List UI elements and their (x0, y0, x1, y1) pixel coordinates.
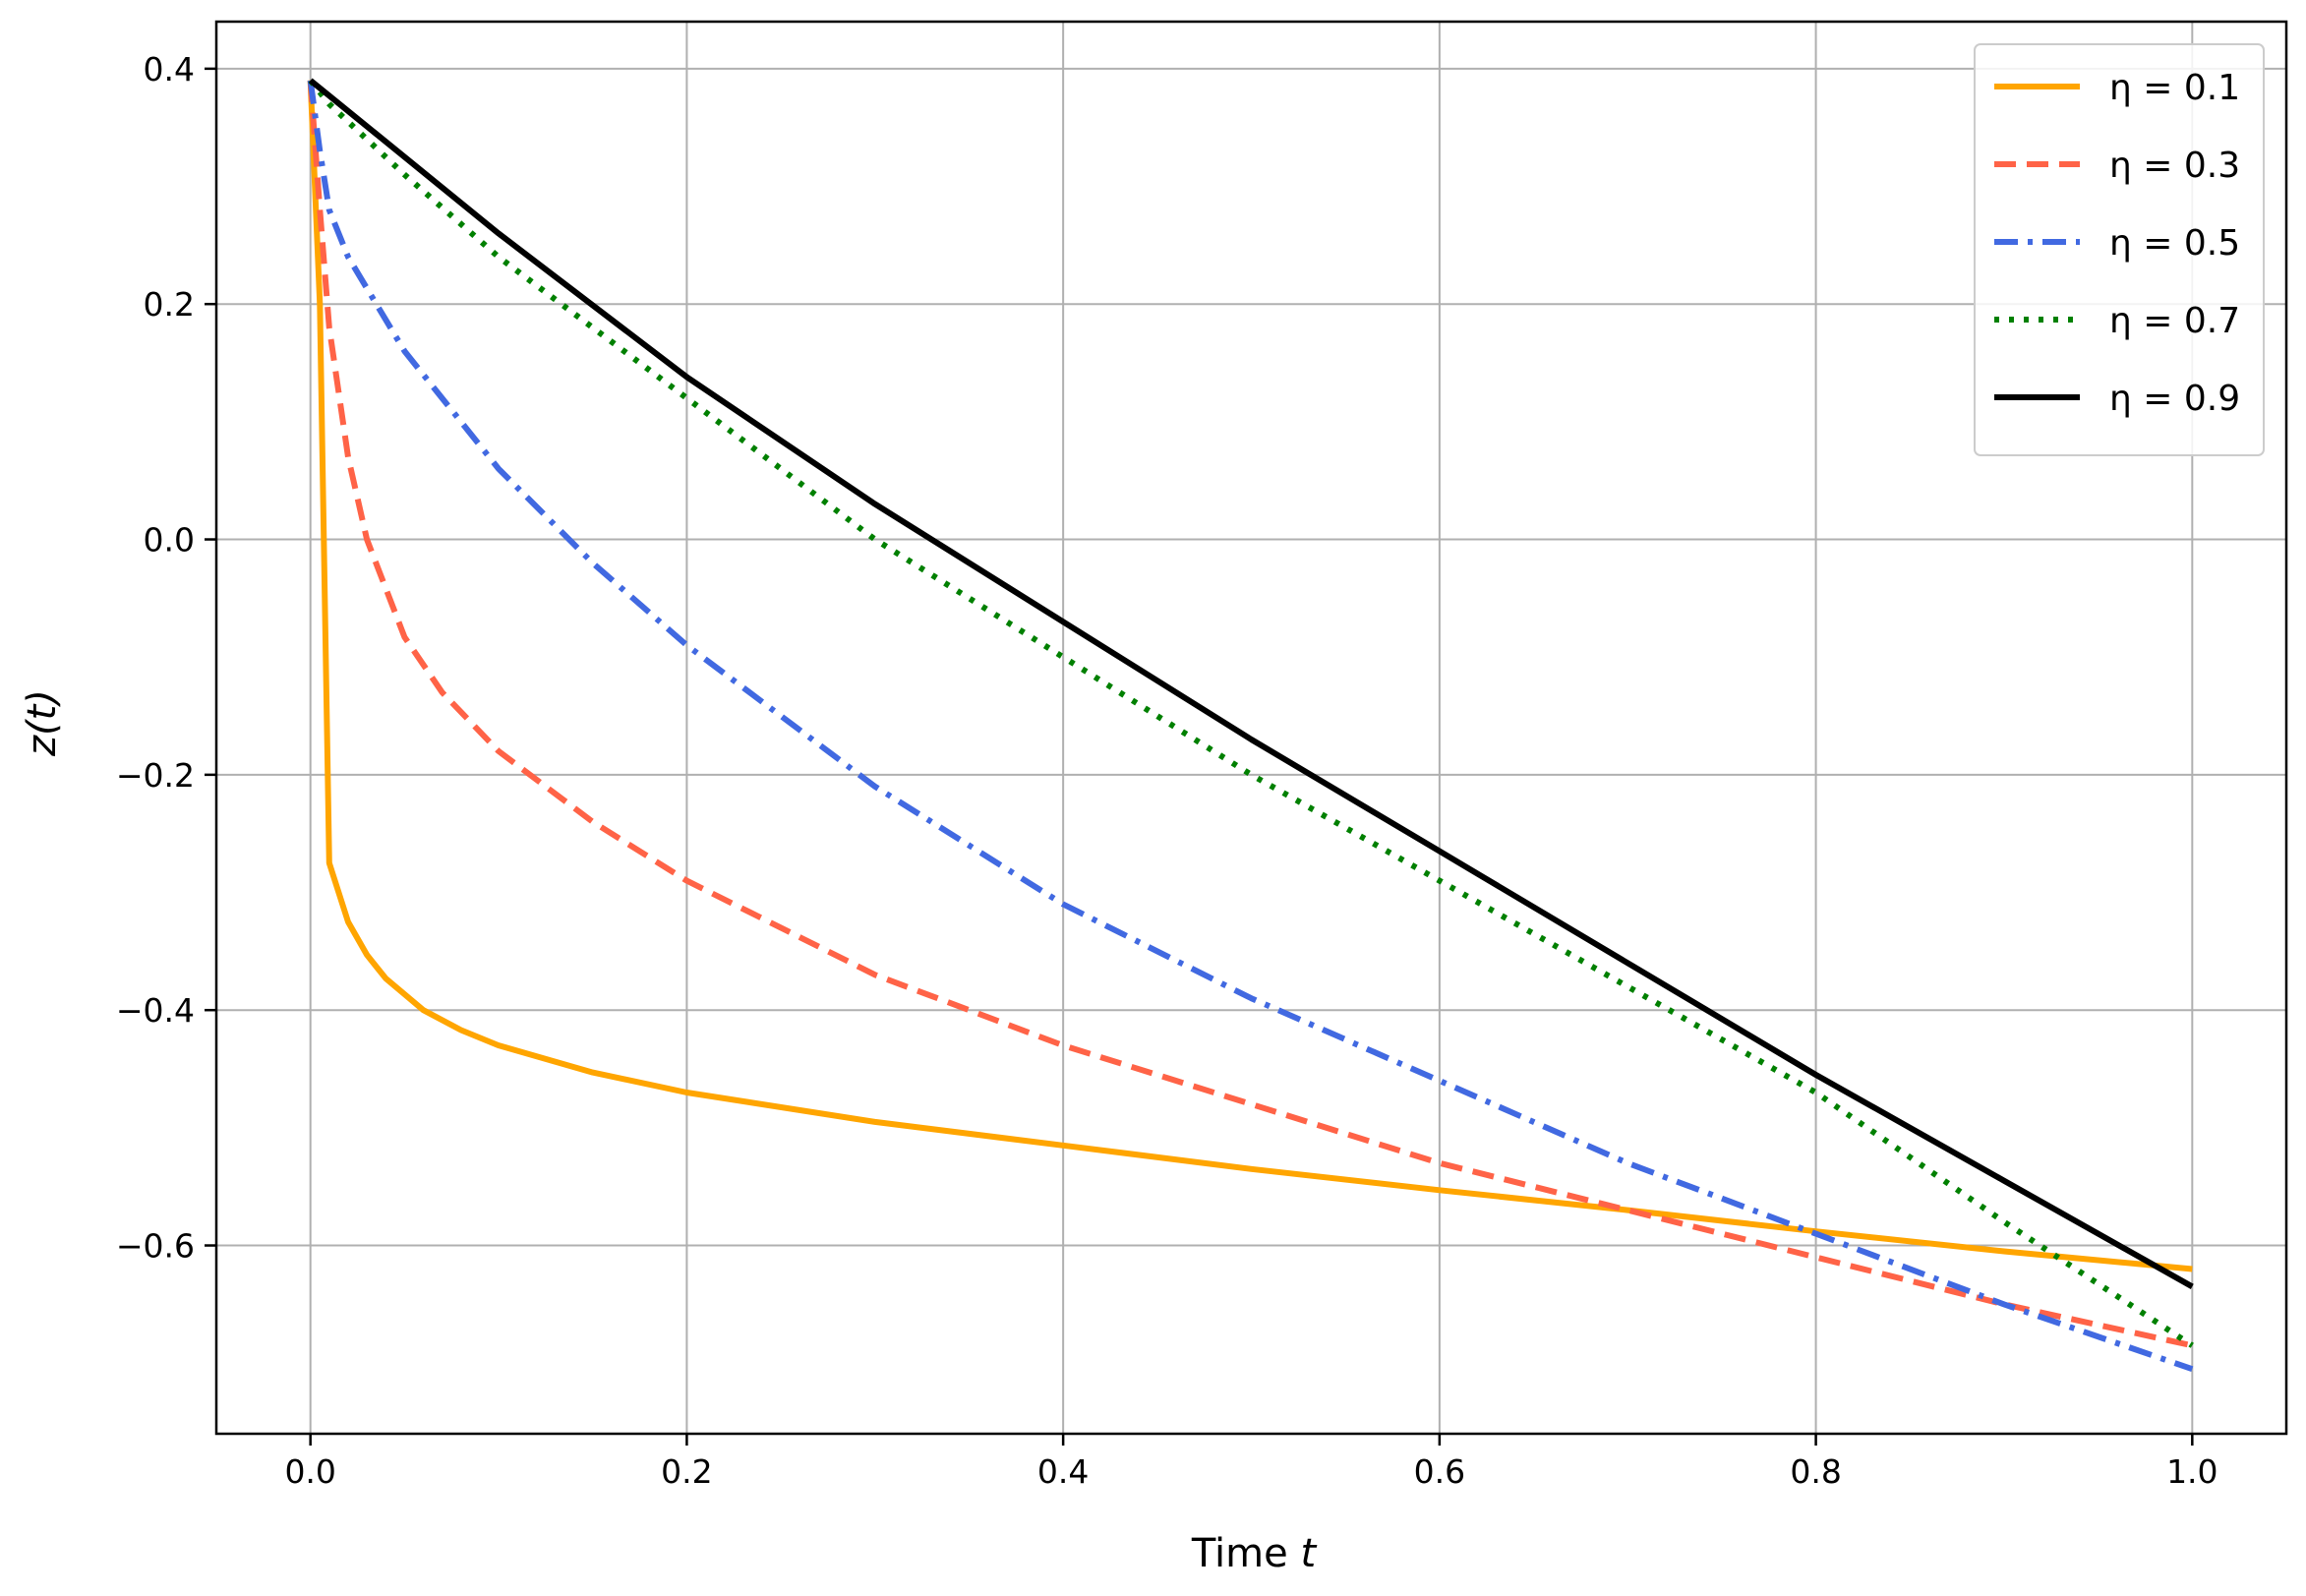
x-tick-label: 0.4 (1037, 1452, 1089, 1491)
series-line-3 (307, 80, 2194, 1373)
plot-frame (214, 20, 2288, 1436)
legend-label: η = 0.1 (2109, 68, 2240, 108)
x-tick-label: 0.2 (661, 1452, 712, 1491)
legend-box (1974, 43, 2265, 456)
legend: η = 0.1 η = 0.3 η = 0.5 η = 0.7 η = 0.9 (1974, 43, 2265, 456)
x-axis-label-variable: t (1300, 1531, 1317, 1576)
series-lines (307, 78, 2194, 1373)
x-axis-label: Time t (1191, 1531, 1318, 1576)
x-tick-label: 1.0 (2166, 1452, 2217, 1491)
x-tick-label: 0.8 (1790, 1452, 1841, 1491)
y-tick-label: −0.4 (116, 991, 195, 1030)
legend-label: η = 0.3 (2109, 146, 2240, 186)
y-axis-ticks: −0.6 −0.4 −0.2 0.0 0.2 0.4 (116, 50, 216, 1266)
series-line-1 (307, 80, 2193, 1272)
y-axis-label: z(t) (20, 689, 65, 757)
legend-label: η = 0.7 (2109, 301, 2240, 341)
legend-label: η = 0.5 (2109, 223, 2240, 264)
x-axis-ticks: 0.0 0.2 0.4 0.6 0.8 1.0 (284, 1434, 2218, 1491)
y-tick-label: 0.4 (144, 50, 195, 89)
y-tick-label: 0.2 (144, 285, 195, 324)
legend-label: η = 0.9 (2109, 379, 2240, 419)
x-axis-label-text: Time (1191, 1531, 1288, 1576)
y-tick-label: −0.6 (116, 1227, 195, 1266)
series-line-2 (307, 80, 2193, 1349)
y-tick-label: 0.0 (144, 521, 195, 560)
y-tick-label: −0.2 (116, 756, 195, 795)
legend-items: η = 0.1 η = 0.3 η = 0.5 η = 0.7 η = 0.9 (1994, 68, 2240, 419)
x-tick-label: 0.0 (284, 1452, 335, 1491)
series-line-5 (308, 78, 2194, 1290)
x-tick-label: 0.6 (1414, 1452, 1465, 1491)
